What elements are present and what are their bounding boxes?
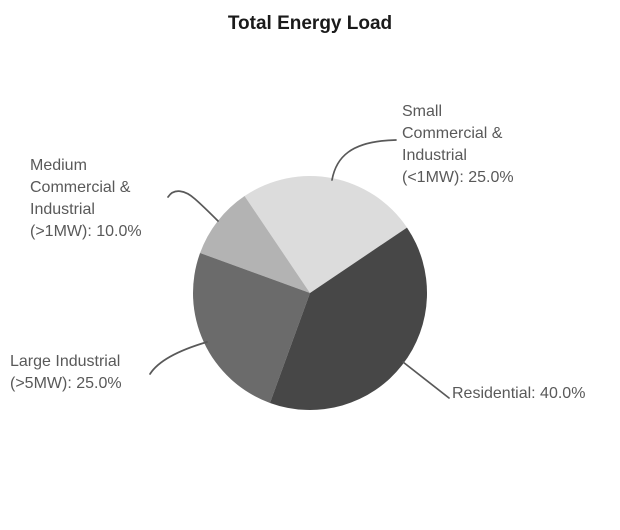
leader-line-residential: [402, 361, 450, 399]
pie: [193, 175, 428, 410]
slice-label-residential: Residential: 40.0%: [452, 385, 586, 402]
pie-slice-medium-ci: [200, 196, 310, 293]
chart-title: Total Energy Load: [227, 13, 393, 34]
leader-line-small-ci: [331, 139, 397, 181]
pie-slice-small-ci: [244, 175, 407, 293]
slice-label-small-commercial-industrial: Small Commercial & Industrial (<1MW): 25…: [402, 103, 514, 186]
leader-lines: [149, 139, 450, 399]
pie-slice-large-ind: [193, 252, 310, 403]
slice-label-medium-commercial-industrial: Medium Commercial & Industrial (>1MW): 1…: [30, 157, 142, 240]
pie-slice-residential: [269, 227, 428, 410]
leader-line-medium-ci: [167, 190, 219, 222]
slice-label-large-industrial: Large Industrial (>5MW): 25.0%: [10, 353, 122, 392]
leader-line-large-industrial: [149, 341, 208, 375]
